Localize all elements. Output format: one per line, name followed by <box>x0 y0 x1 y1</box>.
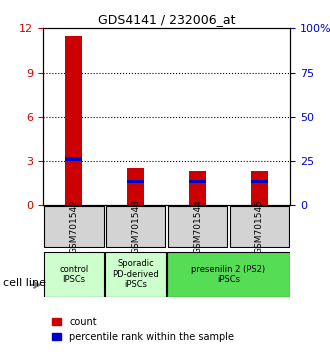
Bar <box>127 179 144 183</box>
Bar <box>189 179 206 183</box>
Bar <box>65 36 82 205</box>
FancyBboxPatch shape <box>44 206 104 247</box>
Text: control
IPSCs: control IPSCs <box>59 265 88 284</box>
Text: GSM701543: GSM701543 <box>131 199 140 254</box>
Text: presenilin 2 (PS2)
iPSCs: presenilin 2 (PS2) iPSCs <box>191 265 266 284</box>
FancyBboxPatch shape <box>168 206 227 247</box>
Bar <box>251 171 268 205</box>
FancyBboxPatch shape <box>106 206 165 247</box>
Legend: count, percentile rank within the sample: count, percentile rank within the sample <box>48 313 238 346</box>
Bar <box>65 158 82 161</box>
FancyBboxPatch shape <box>230 206 289 247</box>
Text: GSM701542: GSM701542 <box>69 199 78 254</box>
FancyBboxPatch shape <box>105 252 166 297</box>
FancyBboxPatch shape <box>167 252 290 297</box>
Bar <box>127 169 144 205</box>
FancyBboxPatch shape <box>44 252 104 297</box>
Title: GDS4141 / 232006_at: GDS4141 / 232006_at <box>98 13 235 26</box>
Text: Sporadic
PD-derived
iPSCs: Sporadic PD-derived iPSCs <box>112 259 159 289</box>
Text: cell line: cell line <box>3 278 46 288</box>
Text: GSM701544: GSM701544 <box>193 199 202 254</box>
Text: GSM701545: GSM701545 <box>255 199 264 254</box>
Bar <box>251 179 268 183</box>
Bar <box>189 171 206 205</box>
